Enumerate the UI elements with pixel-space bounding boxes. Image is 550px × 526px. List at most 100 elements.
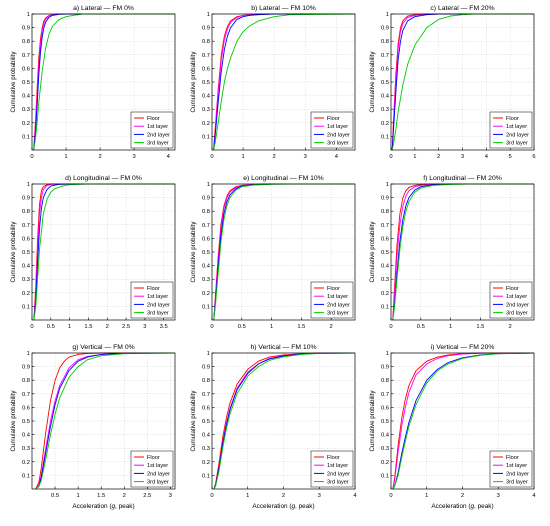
legend-label: 1st layer <box>327 463 348 469</box>
chart-panel-7: g) Vertical — FM 0% 0.1 0.2 0.3 0.4 0.5 0.6 0.7… <box>10 344 176 510</box>
y-tick-label: 0.3 <box>22 446 30 452</box>
x-tick-label: 2 <box>123 493 126 499</box>
x-tick-label: 1 <box>241 154 244 160</box>
y-tick-label: 0.2 <box>22 460 30 466</box>
y-axis-label: Cumulative probability <box>190 221 197 283</box>
y-tick-label: 0.9 <box>381 26 389 32</box>
x-tick-label: 2 <box>98 154 101 160</box>
y-tick-label: 0.3 <box>381 277 389 283</box>
legend-label: 2nd layer <box>327 471 350 477</box>
y-tick-label: 0.1 <box>381 473 389 479</box>
series-line-1st-layer <box>33 13 175 151</box>
x-tick-label: 0 <box>210 324 213 330</box>
y-tick-label: 0.6 <box>381 236 389 242</box>
legend-label: Floor <box>327 116 340 122</box>
x-tick-label: 2 <box>509 324 512 330</box>
y-tick-label: 0.5 <box>381 80 389 86</box>
y-tick-label: 0.5 <box>202 80 210 86</box>
x-tick-label: 2 <box>330 324 333 330</box>
x-tick-label: 0 <box>389 493 392 499</box>
x-tick-label: 3 <box>143 324 146 330</box>
chart-title: e) Longitudinal — FM 10% <box>243 175 323 182</box>
series-line-2nd-layer <box>213 13 355 151</box>
series-line-floor <box>35 352 175 490</box>
y-axis-label: Cumulative probability <box>369 221 376 283</box>
y-tick-label: 0.5 <box>22 80 30 86</box>
x-axis-label-part: Acceleration ( <box>252 503 292 510</box>
chart-panel-8: h) Vertical — FM 10% 0.1 0.2 0.3 0.4 0.5 0.6 0.… <box>190 344 357 510</box>
x-tick-label: 1 <box>68 324 71 330</box>
x-tick-label: 6 <box>532 154 535 160</box>
series-line-3rd-layer <box>213 13 356 151</box>
y-tick-label: 0.7 <box>22 53 30 59</box>
chart-panel-9: i) Vertical — FM 20% 0.1 0.2 0.3 0.4 0.5 0.6 0.… <box>369 344 536 510</box>
series-line-3rd-layer <box>391 13 534 151</box>
chart-title: a) Lateral — FM 0% <box>73 5 134 12</box>
legend-label: Floor <box>327 286 340 292</box>
y-tick-label: 0.4 <box>381 264 390 270</box>
y-tick-label: 0.8 <box>22 39 30 45</box>
y-axis-label: Cumulative probability <box>190 390 197 452</box>
legend: Floor 1st layer 2nd layer 3rd layer <box>310 111 354 149</box>
chart-title: g) Vertical — FM 0% <box>72 344 134 351</box>
y-tick-label: 1 <box>207 182 210 188</box>
series-line-1st-layer <box>391 13 534 151</box>
y-tick-label: 0.9 <box>202 365 210 371</box>
legend-label: 2nd layer <box>506 302 529 308</box>
y-tick-label: 0.5 <box>22 419 30 425</box>
y-tick-label: 0.4 <box>202 94 211 100</box>
y-tick-label: 0.4 <box>202 433 211 439</box>
legend-label: 2nd layer <box>506 471 529 477</box>
legend-label: Floor <box>506 455 519 461</box>
y-tick-label: 0.8 <box>202 209 210 215</box>
x-tick-label: 3 <box>318 493 321 499</box>
legend-label: 3rd layer <box>147 141 169 147</box>
y-tick-label: 1 <box>207 351 210 357</box>
x-axis-label-part: Acceleration ( <box>72 503 112 510</box>
x-tick-label: 1 <box>425 493 428 499</box>
y-tick-label: 0.1 <box>22 134 30 140</box>
legend-label: 1st layer <box>147 463 168 469</box>
x-tick-label: 1 <box>64 154 67 160</box>
y-tick-label: 0.4 <box>202 264 211 270</box>
y-tick-label: 0.3 <box>202 446 210 452</box>
x-tick-label: 4 <box>532 493 536 499</box>
chart-panel-3: c) Lateral — FM 20% 0.1 0.2 0.3 0.4 0.5 0.6 0.7… <box>369 5 536 160</box>
x-tick-label: 1 <box>246 493 249 499</box>
y-tick-label: 1 <box>207 12 210 18</box>
legend: Floor 1st layer 2nd layer 3rd layer <box>489 450 533 488</box>
x-tick-label: 1 <box>270 324 273 330</box>
y-tick-label: 0.1 <box>202 304 210 310</box>
x-tick-label: 0 <box>389 324 392 330</box>
x-axis-label-part: , peak) <box>474 503 494 510</box>
y-tick-label: 0.8 <box>381 378 389 384</box>
x-axis-label-part: g <box>470 503 474 510</box>
y-tick-label: 0.2 <box>202 460 210 466</box>
x-tick-label: 1.5 <box>476 324 484 330</box>
x-axis-label-part: g <box>291 503 295 510</box>
x-axis-label-part: , peak) <box>295 503 315 510</box>
legend-label: 2nd layer <box>327 302 350 308</box>
x-tick-label: 4 <box>353 493 357 499</box>
y-tick-label: 0.9 <box>202 26 210 32</box>
y-tick-label: 1 <box>27 12 30 18</box>
legend-label: Floor <box>147 286 160 292</box>
legend-label: 1st layer <box>506 463 527 469</box>
x-tick-label: 0 <box>210 154 213 160</box>
legend-label: 2nd layer <box>506 132 529 138</box>
y-tick-label: 0.6 <box>22 236 30 242</box>
y-axis-label: Cumulative probability <box>190 51 197 113</box>
legend-label: 2nd layer <box>147 132 170 138</box>
chart-title: f) Longitudinal — FM 20% <box>423 175 502 182</box>
y-tick-label: 0.7 <box>381 223 389 229</box>
y-tick-label: 0.5 <box>202 419 210 425</box>
x-tick-label: 0.5 <box>47 324 55 330</box>
x-tick-label: 1 <box>449 324 452 330</box>
x-tick-label: 5 <box>509 154 512 160</box>
legend: Floor 1st layer 2nd layer 3rd layer <box>310 450 354 488</box>
y-tick-label: 0.1 <box>22 304 30 310</box>
x-axis-label: Acceleration (g, peak) <box>431 503 493 510</box>
legend-label: 3rd layer <box>506 141 528 147</box>
y-tick-label: 0.2 <box>22 291 30 297</box>
